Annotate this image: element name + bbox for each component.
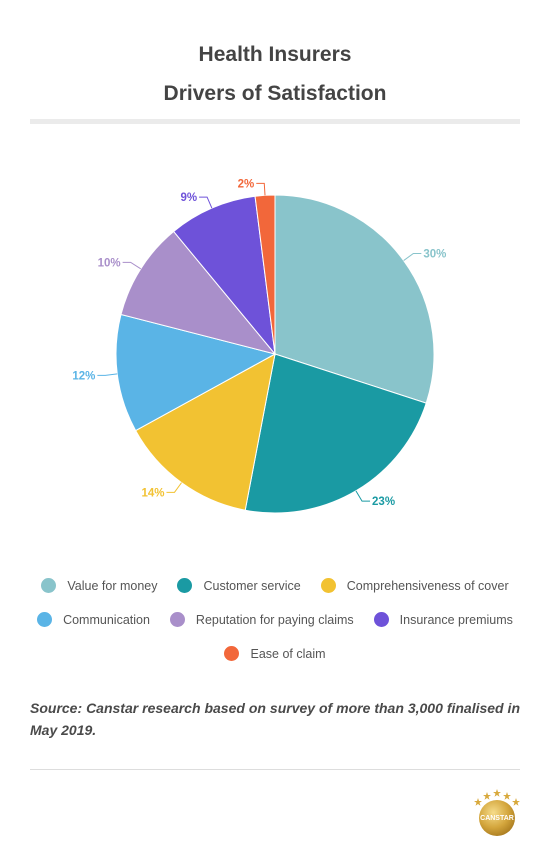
legend-row: Ease of claim — [0, 646, 550, 661]
data-label: 10% — [98, 257, 121, 269]
label-leader — [122, 261, 142, 270]
pie-chart: 30% 23% 14% 12% 10% 9% 2% — [72, 178, 446, 514]
logo-text: CANSTAR — [480, 815, 514, 822]
data-label: 14% — [141, 487, 164, 499]
label-leader — [355, 490, 371, 502]
legend-item: Comprehensiveness of cover — [320, 578, 509, 593]
legend-swatch — [41, 578, 57, 593]
data-label: 2% — [238, 178, 255, 190]
source-note: Source: Canstar research based on survey… — [30, 700, 520, 738]
legend-row: Communication Reputation for paying claim… — [0, 612, 550, 627]
title-divider — [30, 119, 520, 124]
label-leader — [256, 182, 266, 196]
data-label: 30% — [423, 248, 446, 260]
legend-label: Reputation for paying claims — [195, 612, 354, 627]
legend-item: Customer service — [177, 578, 301, 593]
legend-label: Insurance premiums — [399, 612, 513, 627]
legend-item: Reputation for paying claims — [169, 612, 354, 627]
legend-item: Value for money — [41, 578, 157, 593]
legend-swatch — [169, 612, 185, 627]
label-leader — [166, 482, 182, 493]
legend-swatch — [320, 578, 336, 593]
chart-title-line2: Drivers of Satisfaction — [163, 82, 387, 105]
pie-slice — [274, 194, 435, 404]
pie-slice — [254, 194, 276, 355]
label-leader — [199, 196, 213, 209]
legend-label: Communication — [63, 612, 150, 627]
legend-label: Ease of claim — [250, 646, 326, 661]
legend-swatch — [373, 612, 389, 627]
legend-row: Value for money Customer service Comprehen… — [0, 578, 550, 593]
legend-label: Comprehensiveness of cover — [346, 578, 509, 593]
legend-item: Ease of claim — [224, 646, 326, 661]
data-label: 23% — [372, 496, 395, 508]
legend-label: Customer service — [203, 578, 301, 593]
data-label: 9% — [180, 192, 197, 204]
data-label: 12% — [72, 370, 95, 382]
pie-slice — [172, 195, 276, 356]
label-leader — [97, 373, 118, 376]
footer-divider — [30, 769, 520, 770]
legend-swatch — [37, 612, 53, 627]
canstar-logo: CANSTAR — [474, 789, 520, 836]
legend-item: Communication — [37, 612, 150, 627]
legend-swatch — [177, 578, 193, 593]
chart-title-line1: Health Insurers — [198, 43, 352, 66]
legend-label: Value for money — [67, 578, 158, 593]
legend-swatch — [224, 646, 240, 661]
label-leader — [403, 252, 422, 261]
legend-item: Insurance premiums — [373, 612, 513, 627]
